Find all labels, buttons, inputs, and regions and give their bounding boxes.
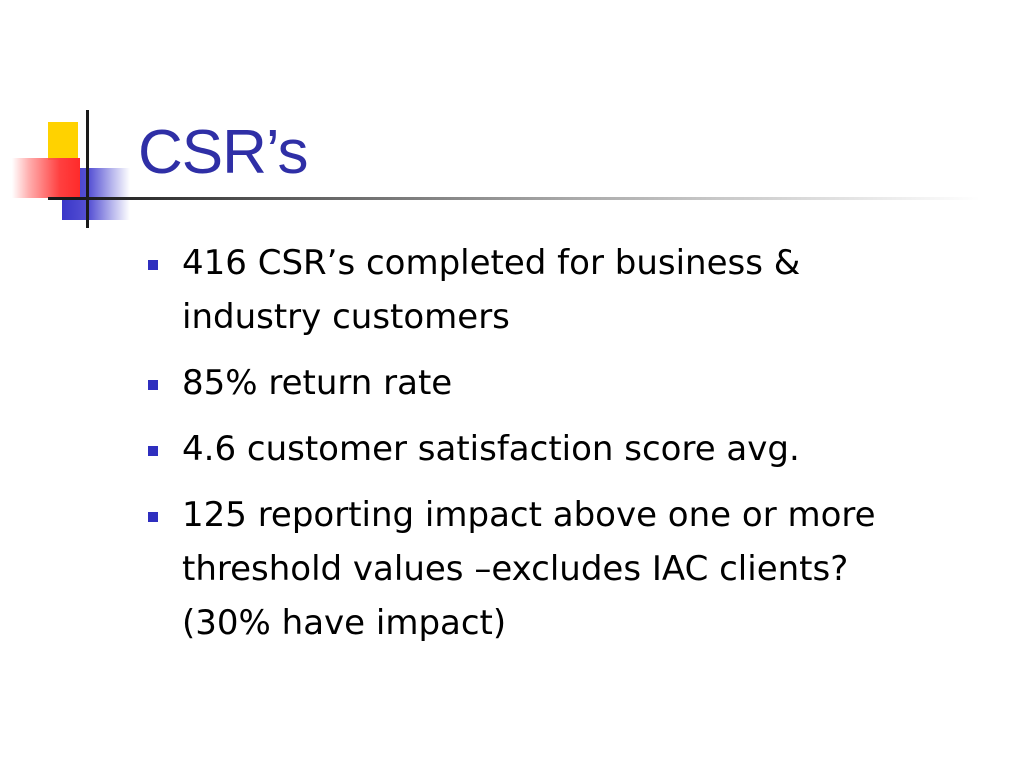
slide-title: CSR’s (138, 118, 309, 187)
square-bullet-icon (148, 260, 158, 270)
bullet-list: 416 CSR’s completed for business & indus… (140, 236, 940, 662)
bullet-text: 416 CSR’s completed for business & indus… (182, 243, 801, 337)
title-underline (80, 197, 980, 200)
vertical-line (86, 110, 89, 228)
bullet-text: 4.6 customer satisfaction score avg. (182, 429, 800, 469)
bullet-text: 125 reporting impact above one or more t… (182, 495, 876, 643)
bullet-item: 85% return rate (140, 356, 940, 410)
bullet-item: 125 reporting impact above one or more t… (140, 488, 940, 650)
square-bullet-icon (148, 512, 158, 522)
bullet-item: 416 CSR’s completed for business & indus… (140, 236, 940, 344)
square-bullet-icon (148, 380, 158, 390)
red-block (12, 158, 80, 198)
bullet-item: 4.6 customer satisfaction score avg. (140, 422, 940, 476)
bullet-text: 85% return rate (182, 363, 453, 403)
decorative-color-blocks-icon (0, 100, 150, 230)
horizontal-line (48, 197, 104, 200)
yellow-block (48, 122, 78, 160)
square-bullet-icon (148, 446, 158, 456)
